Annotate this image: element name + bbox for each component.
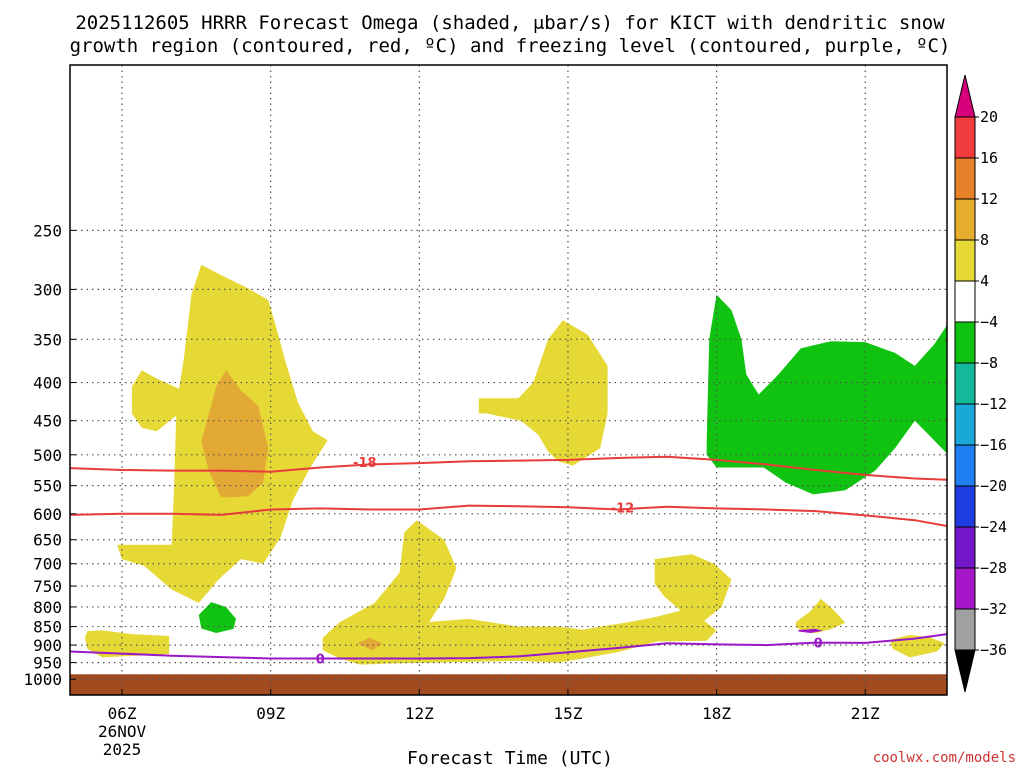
y-tick-label-800: 800 — [33, 598, 62, 617]
y-tick-label-350: 350 — [33, 330, 62, 349]
shaded-region-3 — [478, 320, 608, 466]
shaded-region-4 — [706, 294, 947, 495]
colorbar-box-10 — [954, 526, 976, 569]
colorbar-label-4: 4 — [980, 272, 989, 290]
y-tick-label-500: 500 — [33, 446, 62, 465]
colorbar-label-5: −4 — [980, 313, 998, 331]
colorbar-label-2: 12 — [980, 190, 998, 208]
colorbar-bottom-triangle — [954, 649, 976, 693]
colorbar-box-8 — [954, 444, 976, 487]
colorbar-label-0: 20 — [980, 108, 998, 126]
chart-title-line-1: 2025112605 HRRR Forecast Omega (shaded, … — [75, 12, 945, 34]
colorbar: 20 16 12 8 4 −4 −8 −12 −16 −20 −24 −28 −32 −36 — [954, 74, 1007, 693]
y-tick-label-300: 300 — [33, 280, 62, 299]
x-tick-year: 2025 — [103, 740, 142, 759]
contour-label-3: 0 — [814, 637, 823, 652]
colorbar-label-12: −32 — [980, 600, 1007, 618]
x-axis-label: Forecast Time (UTC) — [407, 748, 613, 768]
shaded-region-2 — [131, 370, 192, 432]
chart-title-line-2: growth region (contoured, red, ºC) and f… — [70, 35, 951, 57]
colorbar-box-4 — [954, 280, 976, 323]
shaded-region-13 — [70, 674, 947, 695]
y-tick-label-1000: 1000 — [23, 670, 62, 689]
plot-frame — [69, 64, 948, 696]
y-tick-label-650: 650 — [33, 531, 62, 550]
colorbar-box-2 — [954, 198, 976, 241]
y-tick-label-950: 950 — [33, 654, 62, 673]
x-tick-label-15Z: 15Z — [554, 704, 583, 723]
contour-label-2: 0 — [316, 652, 325, 667]
colorbar-box-11 — [954, 567, 976, 610]
y-tick-label-550: 550 — [33, 477, 62, 496]
x-tick-label-09Z: 09Z — [256, 704, 285, 723]
colorbar-label-7: −12 — [980, 395, 1007, 413]
shaded-region-12 — [798, 628, 824, 633]
contour-line-1 — [70, 504, 947, 527]
y-tick-label-450: 450 — [33, 412, 62, 431]
shaded-region-6 — [322, 520, 717, 665]
x-tick-label-12Z: 12Z — [405, 704, 434, 723]
contour-line-0 — [70, 455, 947, 481]
contour-label-1: -12 — [611, 501, 635, 516]
colorbar-label-6: −8 — [980, 354, 998, 372]
colorbar-label-10: −24 — [980, 518, 1007, 536]
y-tick-label-900: 900 — [33, 636, 62, 655]
colorbar-label-1: 16 — [980, 149, 998, 167]
colorbar-label-9: −20 — [980, 477, 1007, 495]
colorbar-box-1 — [954, 157, 976, 200]
shaded-region-11 — [357, 637, 383, 651]
y-tick-label-250: 250 — [33, 221, 62, 240]
y-tick-label-700: 700 — [33, 555, 62, 574]
x-tick-label-21Z: 21Z — [851, 704, 880, 723]
colorbar-box-9 — [954, 485, 976, 528]
shaded-region-0 — [72, 264, 328, 603]
y-tick-label-600: 600 — [33, 505, 62, 524]
credit-text: coolwx.com/models — [873, 750, 1016, 766]
shaded-region-1 — [201, 370, 269, 498]
x-tick-label-18Z: 18Z — [702, 704, 731, 723]
contour-label-0: -18 — [353, 456, 377, 471]
plot-area: -18 -12 0 0 250 300 350 400 450 500 550 600 650 700 75… — [23, 64, 948, 759]
colorbar-label-8: −16 — [980, 436, 1007, 454]
colorbar-box-6 — [954, 362, 976, 405]
colorbar-label-13: −36 — [980, 641, 1007, 659]
y-tick-label-850: 850 — [33, 618, 62, 637]
colorbar-label-3: 8 — [980, 231, 989, 249]
colorbar-box-0 — [954, 116, 976, 159]
colorbar-box-5 — [954, 321, 976, 364]
colorbar-box-12 — [954, 608, 976, 651]
shaded-region-5 — [198, 602, 236, 633]
plot-inner: -18 -12 0 0 — [70, 65, 947, 695]
shaded-region-8 — [84, 630, 170, 658]
x-tick-date: 26NOV — [98, 722, 147, 741]
x-tick-label-06Z: 06Z — [108, 704, 137, 723]
y-tick-label-400: 400 — [33, 374, 62, 393]
contour-line-2 — [70, 633, 947, 660]
y-tick-label-750: 750 — [33, 577, 62, 596]
colorbar-box-3 — [954, 239, 976, 282]
shaded-region-7 — [654, 554, 732, 627]
colorbar-box-7 — [954, 403, 976, 446]
colorbar-top-triangle — [954, 74, 976, 118]
colorbar-label-11: −28 — [980, 559, 1007, 577]
shaded-region-9 — [795, 598, 846, 633]
